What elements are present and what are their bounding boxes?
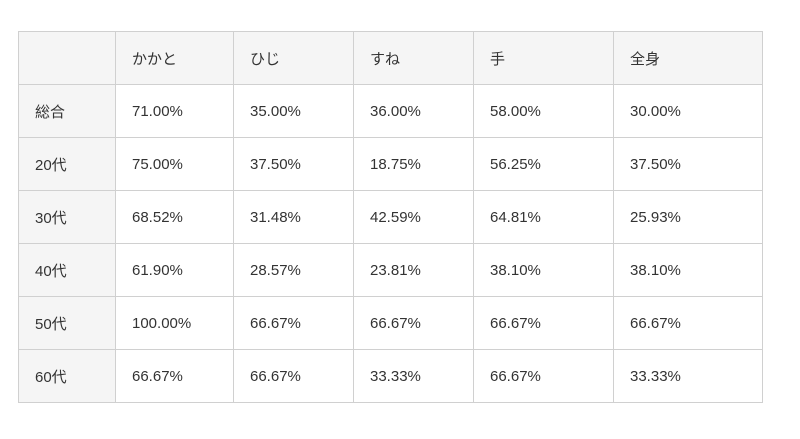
table-cell: 66.67% bbox=[613, 296, 763, 350]
table-cell: 61.90% bbox=[115, 243, 234, 297]
column-header-hiji: ひじ bbox=[233, 31, 354, 85]
table-cell: 31.48% bbox=[233, 190, 354, 244]
table-cell: 100.00% bbox=[115, 296, 234, 350]
column-header-sune: すね bbox=[353, 31, 474, 85]
table-cell: 33.33% bbox=[613, 349, 763, 403]
table-cell: 38.10% bbox=[613, 243, 763, 297]
table-cell: 18.75% bbox=[353, 137, 474, 191]
table-cell: 37.50% bbox=[613, 137, 763, 191]
table-row-60s: 60代 66.67% 66.67% 33.33% 66.67% 33.33% bbox=[18, 349, 763, 403]
table-cell: 33.33% bbox=[353, 349, 474, 403]
table-row-20s: 20代 75.00% 37.50% 18.75% 56.25% 37.50% bbox=[18, 137, 763, 191]
table-row-30s: 30代 68.52% 31.48% 42.59% 64.81% 25.93% bbox=[18, 190, 763, 244]
row-label: 50代 bbox=[18, 296, 116, 350]
table-cell: 66.67% bbox=[473, 349, 614, 403]
column-header-kakato: かかと bbox=[115, 31, 234, 85]
header-row: かかと ひじ すね 手 全身 bbox=[18, 31, 763, 85]
table-cell: 37.50% bbox=[233, 137, 354, 191]
table-cell: 64.81% bbox=[473, 190, 614, 244]
table-container: かかと ひじ すね 手 全身 総合 71.00% 35.00% 36.00% 5… bbox=[18, 31, 763, 403]
column-header-te: 手 bbox=[473, 31, 614, 85]
table-cell: 42.59% bbox=[353, 190, 474, 244]
table-cell: 66.67% bbox=[115, 349, 234, 403]
table-cell: 56.25% bbox=[473, 137, 614, 191]
table-cell: 66.67% bbox=[233, 349, 354, 403]
table-cell: 66.67% bbox=[473, 296, 614, 350]
table-cell: 36.00% bbox=[353, 84, 474, 138]
table-cell: 23.81% bbox=[353, 243, 474, 297]
table-cell: 66.67% bbox=[233, 296, 354, 350]
table-cell: 75.00% bbox=[115, 137, 234, 191]
table-row-40s: 40代 61.90% 28.57% 23.81% 38.10% 38.10% bbox=[18, 243, 763, 297]
table-row-50s: 50代 100.00% 66.67% 66.67% 66.67% 66.67% bbox=[18, 296, 763, 350]
row-label: 総合 bbox=[18, 84, 116, 138]
row-label: 60代 bbox=[18, 349, 116, 403]
table-cell: 30.00% bbox=[613, 84, 763, 138]
table-cell: 35.00% bbox=[233, 84, 354, 138]
table-row-sougou: 総合 71.00% 35.00% 36.00% 58.00% 30.00% bbox=[18, 84, 763, 138]
table-cell: 28.57% bbox=[233, 243, 354, 297]
table-cell: 71.00% bbox=[115, 84, 234, 138]
row-label: 20代 bbox=[18, 137, 116, 191]
table-cell: 68.52% bbox=[115, 190, 234, 244]
column-header-zenshin: 全身 bbox=[613, 31, 763, 85]
table-cell: 25.93% bbox=[613, 190, 763, 244]
table-cell: 58.00% bbox=[473, 84, 614, 138]
table-cell: 66.67% bbox=[353, 296, 474, 350]
row-label: 40代 bbox=[18, 243, 116, 297]
corner-cell bbox=[18, 31, 116, 85]
row-label: 30代 bbox=[18, 190, 116, 244]
percentage-table: かかと ひじ すね 手 全身 総合 71.00% 35.00% 36.00% 5… bbox=[18, 31, 763, 403]
table-cell: 38.10% bbox=[473, 243, 614, 297]
